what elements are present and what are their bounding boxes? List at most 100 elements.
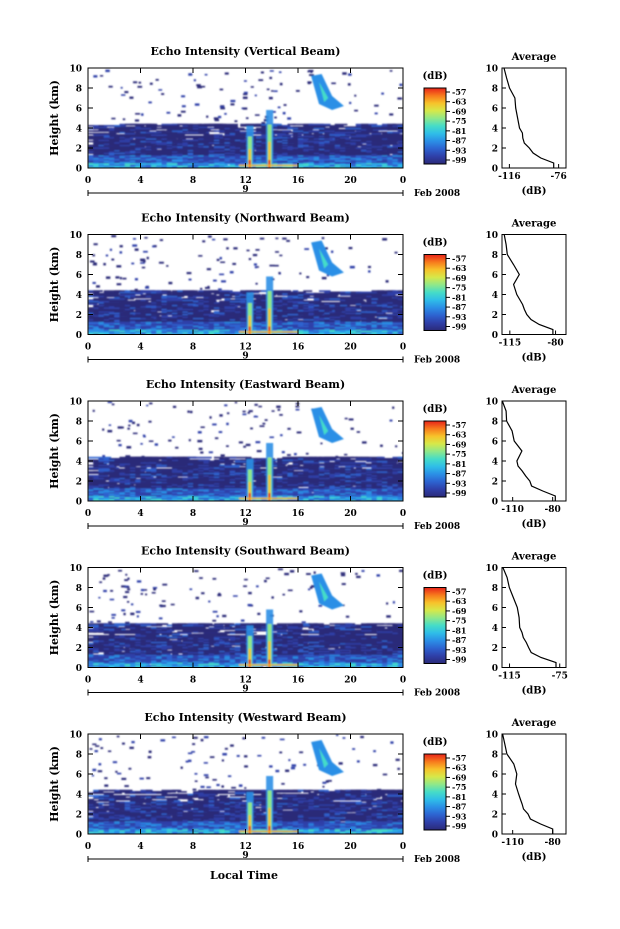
colorbar-tick-label: -69 bbox=[452, 439, 467, 449]
average-x-tick-label: -110 bbox=[501, 505, 524, 515]
y-tick-label: 0 bbox=[76, 165, 82, 175]
y-tick-label: 6 bbox=[76, 771, 82, 781]
average-x-tick-label: -80 bbox=[545, 505, 561, 515]
y-tick-label: 6 bbox=[76, 271, 82, 281]
x-tick-label: 4 bbox=[137, 842, 143, 852]
average-y-tick-label: 6 bbox=[492, 438, 498, 448]
x-tick-label: 12 bbox=[239, 509, 252, 519]
x-tick-label: 8 bbox=[190, 343, 196, 353]
colorbar-tick-label: -93 bbox=[452, 645, 467, 655]
colorbar-tick-label: -57 bbox=[452, 753, 466, 763]
average-profile-line bbox=[503, 67, 555, 168]
average-y-tick-label: 0 bbox=[492, 165, 498, 175]
echo-heatmap bbox=[88, 234, 403, 335]
average-x-label: (dB) bbox=[522, 186, 547, 197]
x-tick-label: 20 bbox=[344, 676, 357, 686]
colorbar-unit: (dB) bbox=[423, 71, 448, 82]
colorbar-tick-label: -93 bbox=[452, 811, 467, 821]
average-y-tick-label: 2 bbox=[492, 644, 498, 654]
y-tick-label: 0 bbox=[76, 831, 82, 841]
x-tick-label: 16 bbox=[292, 509, 305, 519]
x-tick-label: 20 bbox=[344, 176, 357, 186]
colorbar-tick-label: -81 bbox=[452, 292, 466, 302]
colorbar-tick-label: -87 bbox=[452, 302, 466, 312]
y-tick-label: 2 bbox=[76, 478, 82, 488]
x-tick-label: 16 bbox=[292, 343, 305, 353]
average-frame bbox=[501, 67, 567, 169]
y-axis-label: Height (km) bbox=[48, 80, 61, 156]
average-y-tick-label: 0 bbox=[492, 664, 498, 674]
x-tick-label: 16 bbox=[292, 676, 305, 686]
colorbar-tick-label: -63 bbox=[452, 763, 467, 773]
x-axis-label: Local Time bbox=[210, 869, 278, 882]
average-y-tick-label: 10 bbox=[485, 65, 498, 75]
date-label: 9 bbox=[242, 518, 248, 528]
falling-echo bbox=[311, 240, 344, 277]
date-label: 9 bbox=[242, 851, 248, 861]
colorbar-tick-label: -81 bbox=[452, 792, 466, 802]
colorbar-unit: (dB) bbox=[423, 404, 448, 415]
x-tick-label: 0 bbox=[85, 176, 91, 186]
month-label: Feb 2008 bbox=[414, 356, 460, 366]
x-tick-label: 0 bbox=[400, 842, 406, 852]
y-tick-label: 4 bbox=[76, 458, 82, 468]
average-x-tick-label: -80 bbox=[547, 339, 563, 349]
average-x-tick-label: -115 bbox=[498, 672, 521, 682]
colorbar-tick-label: -87 bbox=[452, 136, 466, 146]
y-tick-label: 10 bbox=[69, 731, 82, 741]
average-y-tick-label: 4 bbox=[492, 624, 498, 634]
average-x-tick-label: -115 bbox=[499, 339, 522, 349]
colorbar-tick-label: -93 bbox=[452, 312, 467, 322]
month-label: Feb 2008 bbox=[414, 189, 460, 199]
panel-0: Echo Intensity (Vertical Beam) 0 2 4 6 8 10 Hei… bbox=[48, 45, 567, 199]
x-tick-label: 0 bbox=[400, 509, 406, 519]
x-tick-label: 8 bbox=[190, 676, 196, 686]
average-y-tick-label: 0 bbox=[492, 831, 498, 841]
y-tick-label: 10 bbox=[69, 398, 82, 408]
average-y-tick-label: 10 bbox=[485, 564, 498, 574]
colorbar-tick-label: -99 bbox=[452, 821, 467, 831]
x-tick-label: 4 bbox=[137, 176, 143, 186]
month-label: Feb 2008 bbox=[414, 522, 460, 532]
colorbar-tick-label: -75 bbox=[452, 782, 466, 792]
x-tick-label: 12 bbox=[239, 842, 252, 852]
colorbar-tick-label: -57 bbox=[452, 87, 466, 97]
colorbar-tick-label: -87 bbox=[452, 469, 466, 479]
y-tick-label: 8 bbox=[76, 85, 82, 95]
x-tick-label: 8 bbox=[190, 842, 196, 852]
echo-heatmap bbox=[88, 568, 403, 668]
colorbar-tick-label: -69 bbox=[452, 772, 467, 782]
echo-heatmap bbox=[88, 401, 403, 501]
average-y-tick-label: 4 bbox=[492, 791, 498, 801]
x-tick-label: 0 bbox=[400, 176, 406, 186]
average-y-tick-label: 8 bbox=[492, 751, 498, 761]
month-label: Feb 2008 bbox=[414, 689, 460, 699]
colorbar-tick-label: -75 bbox=[452, 283, 466, 293]
colorbar bbox=[423, 420, 447, 498]
x-tick-label: 20 bbox=[344, 343, 357, 353]
average-title: Average bbox=[511, 718, 557, 729]
y-tick-label: 2 bbox=[76, 145, 82, 155]
average-y-tick-label: 2 bbox=[492, 811, 498, 821]
x-tick-label: 0 bbox=[85, 842, 91, 852]
colorbar-tick-label: -69 bbox=[452, 106, 467, 116]
panel-2: Echo Intensity (Eastward Beam) 0 2 4 6 8 10 Hei… bbox=[48, 378, 567, 532]
x-tick-label: 12 bbox=[239, 176, 252, 186]
colorbar-tick-label: -69 bbox=[452, 606, 467, 616]
colorbar bbox=[423, 587, 447, 664]
average-x-tick-label: -110 bbox=[501, 838, 524, 848]
average-x-label: (dB) bbox=[522, 852, 547, 863]
average-y-tick-label: 4 bbox=[492, 125, 498, 135]
panel-1: Echo Intensity (Northward Beam) 0 2 4 6 8 10 He… bbox=[48, 212, 567, 366]
echo-heatmap bbox=[88, 734, 403, 834]
average-x-label: (dB) bbox=[522, 519, 547, 530]
y-tick-label: 4 bbox=[76, 791, 82, 801]
average-y-tick-label: 2 bbox=[492, 311, 498, 321]
average-y-tick-label: 2 bbox=[492, 478, 498, 488]
y-tick-label: 6 bbox=[76, 438, 82, 448]
colorbar-tick-label: -75 bbox=[452, 116, 466, 126]
colorbar bbox=[423, 254, 447, 331]
falling-echo bbox=[311, 573, 344, 610]
average-title: Average bbox=[511, 219, 557, 230]
